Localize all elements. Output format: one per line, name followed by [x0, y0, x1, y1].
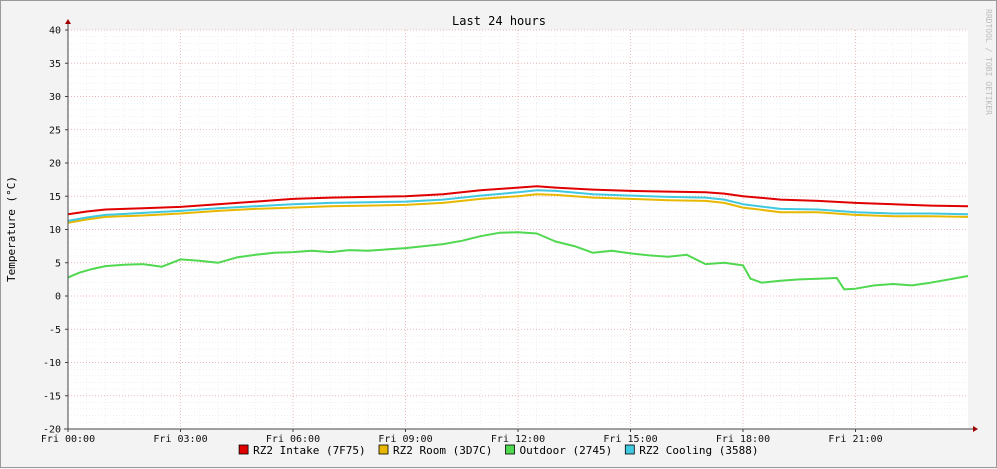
y-tick-label: -15: [43, 391, 61, 402]
legend-swatch-2: [505, 444, 515, 455]
rrdtool-watermark: RRDTOOL / TOBI OETIKER: [984, 9, 993, 115]
y-tick-label: 35: [49, 59, 61, 70]
axes: [64, 19, 978, 432]
legend-label-3: RZ2 Cooling (3588): [639, 444, 758, 457]
series-line-1: [67, 193, 969, 224]
x-tick-label: Fri 03:00: [153, 434, 207, 445]
y-tick-label: -10: [43, 358, 61, 369]
legend: RZ2 Intake (7F75) RZ2 Room (3D7C) Outdoor …: [238, 444, 759, 457]
y-tick-label: 15: [49, 192, 61, 203]
x-tick-label: Fri 06:00: [266, 434, 320, 445]
x-tick-label: Fri 15:00: [603, 434, 657, 445]
y-tick-label: 0: [55, 292, 61, 303]
x-tick-label: Fri 21:00: [828, 434, 882, 445]
legend-swatch-0: [238, 444, 249, 455]
y-tick-label: 25: [49, 125, 61, 136]
y-tick-label: 20: [49, 159, 61, 170]
legend-swatch-1: [378, 444, 389, 455]
x-tick-label: Fri 18:00: [716, 434, 770, 445]
x-axis-arrow: [973, 426, 978, 432]
grid: [67, 29, 968, 430]
legend-swatch-3: [624, 444, 635, 455]
series-lines: [67, 185, 969, 291]
y-axis-arrow: [65, 19, 71, 24]
x-tick-label: Fri 12:00: [491, 434, 545, 445]
legend-label-0: RZ2 Intake (7F75): [253, 444, 366, 457]
series-line-3: [67, 189, 969, 222]
y-tick-label: 10: [49, 225, 61, 236]
x-tick-label: Fri 09:00: [378, 434, 432, 445]
y-tick-label: 30: [49, 92, 61, 103]
y-tick-label: -5: [49, 325, 61, 336]
legend-label-2: Outdoor (2745): [520, 444, 613, 457]
legend-label-1: RZ2 Room (3D7C): [393, 444, 492, 457]
x-tick-label: Fri 00:00: [41, 434, 95, 445]
y-tick-label: -20: [43, 425, 61, 436]
chart-title: Last 24 hours: [452, 14, 546, 28]
y-tick-label: 5: [55, 258, 61, 269]
y-tick-label: 40: [49, 26, 61, 37]
series-line-2: [67, 231, 969, 291]
series-line-0: [67, 185, 969, 216]
y-axis-label: Temperature (°C): [5, 176, 18, 282]
